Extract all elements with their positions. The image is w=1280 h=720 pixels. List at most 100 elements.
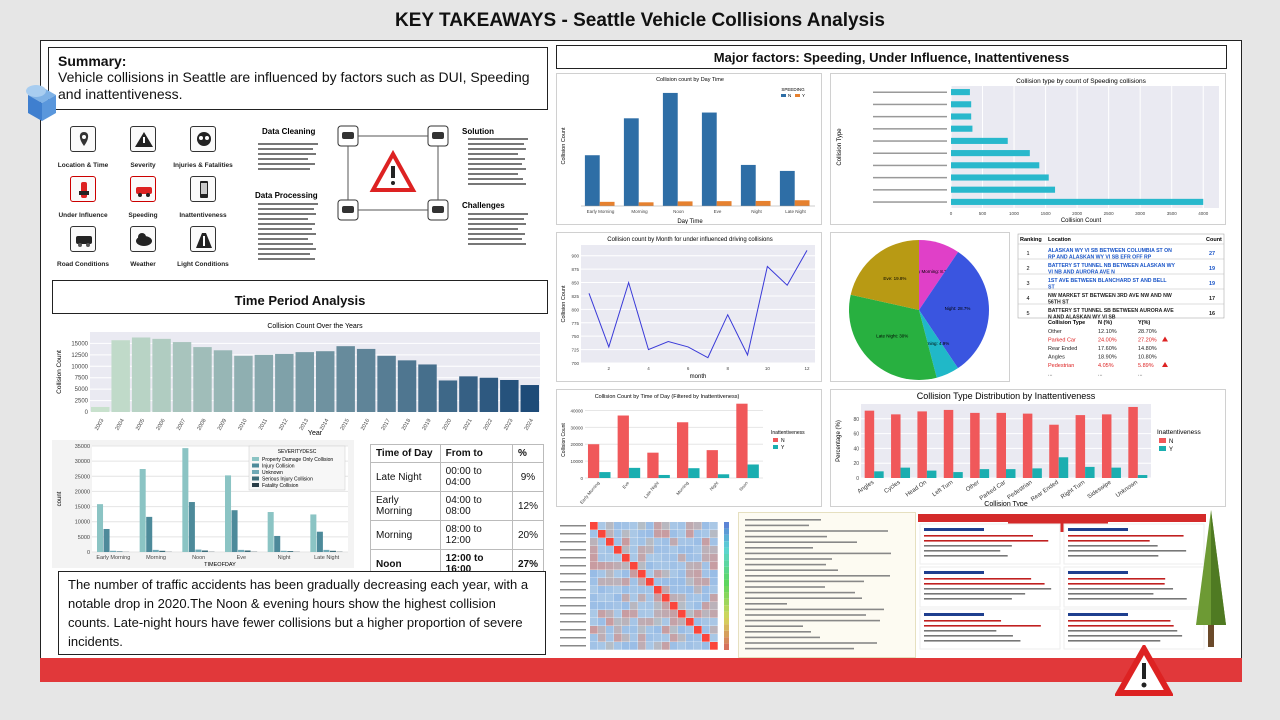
colorbar-cell (724, 605, 729, 612)
y-tick-label: 10000 (75, 520, 90, 526)
bar (131, 337, 151, 412)
heatmap-cell (614, 610, 622, 618)
y-tick-label: 30000 (75, 459, 90, 465)
bar (152, 549, 159, 552)
x-tick-label: Early Morning (96, 555, 130, 561)
x-tick-label: Noon (673, 209, 684, 214)
code-line (745, 586, 825, 588)
heatmap-cell (606, 602, 614, 610)
icon-label-speeding: Speeding (128, 212, 158, 219)
table-cell: 00:00 to 04:00 (439, 462, 513, 492)
heatmap-cell (606, 594, 614, 602)
n-cell: ... (1098, 372, 1103, 378)
y-tick-label: 800 (571, 307, 579, 312)
bar (225, 475, 232, 552)
colorbar-cell (724, 560, 729, 567)
code-line (745, 575, 890, 577)
heatmap-cell (598, 538, 606, 546)
table-cell: 9% (511, 462, 545, 492)
month-influence-chart: Collision count by Month for under influ… (561, 237, 815, 380)
y-axis-label: Percentage (%) (836, 420, 842, 462)
factor-icons-panel: Location & Time Severity Injuries & Fata… (48, 118, 248, 273)
x-tick-label: 10 (765, 366, 771, 371)
heatmap-cell (614, 538, 622, 546)
heatmap-cell (622, 602, 630, 610)
code-line (745, 547, 813, 549)
icon-label-weather: Weather (130, 261, 156, 268)
pie-label: Late Night: 30% (876, 334, 908, 339)
odds-header-bar (918, 514, 1206, 522)
conclusion-text: The number of traffic accidents has been… (58, 571, 546, 655)
heatmap-cell (598, 594, 606, 602)
code-line (745, 591, 855, 594)
x-tick-label: 2008 (196, 418, 207, 432)
legend-swatch (773, 438, 778, 442)
heatmap-cell (630, 522, 638, 530)
text-line-placeholder (924, 545, 1012, 547)
colorbar-cell (724, 630, 729, 638)
count-cell: 19 (1209, 281, 1215, 287)
footer-red-bar (40, 658, 1242, 682)
daytime-speeding-chart-card: Collision count by Day Time Early Morning… (556, 73, 822, 225)
heatmap-cell (702, 610, 710, 618)
correlation-heatmap (556, 512, 736, 658)
heatmap-cell (702, 578, 710, 586)
years-chart-card: Collision Count Over the Years 0 2500 5000 7… (52, 318, 548, 438)
heatmap-cell (598, 618, 606, 626)
text-line-placeholder (924, 598, 1012, 600)
heatmap-cell (702, 594, 710, 602)
y-tick-label: 60 (853, 432, 859, 438)
bar (316, 351, 335, 412)
bar (747, 464, 759, 478)
process-cleaning-title: Data Cleaning (262, 127, 315, 136)
y-cell: 28.70% (1138, 329, 1157, 335)
bar (599, 472, 611, 478)
x-tick-label: 2021 (462, 418, 473, 432)
colorbar-cell (724, 534, 729, 542)
summary-text: Vehicle collisions in Seattle are influe… (58, 69, 530, 102)
heatmap-cell (678, 530, 686, 538)
y-tick-label: 10000 (570, 459, 583, 464)
heatmap-cell (694, 538, 702, 546)
heatmap-cell (702, 626, 710, 634)
heatmap-cell (686, 570, 694, 578)
severity-chart: 0 5000 10000 15000 20000 25000 30000 35000 Early… (57, 444, 348, 568)
heatmap-cell (662, 642, 670, 650)
bar (1111, 467, 1121, 478)
location-cell: 1ST AVE BETWEEN BLANCHARD ST AND BELL (1048, 278, 1167, 284)
row-label-placeholder (560, 597, 586, 599)
text-line-placeholder (924, 540, 1049, 542)
heatmap-cell (614, 586, 622, 594)
heatmap-cell (686, 634, 694, 642)
legend-swatch (252, 470, 259, 474)
heatmap-cell (662, 522, 670, 530)
text-line-placeholder (1068, 620, 1171, 622)
bar (201, 550, 208, 552)
x-tick-label: Morning (146, 555, 166, 561)
bar (701, 112, 717, 206)
bar (234, 355, 253, 412)
x-tick-label: 1000 (1009, 211, 1020, 216)
y-tick-label: 20 (853, 461, 859, 467)
rank-cell: 5 (1026, 311, 1029, 317)
table-header-row: Time of Day From to% (370, 444, 545, 463)
heatmap-cell (686, 626, 694, 634)
heatmap-cell (590, 602, 598, 610)
x-tick-label: 2018 (401, 418, 412, 432)
heatmap-cell (710, 634, 718, 642)
heatmap-cell (630, 602, 638, 610)
text-line-placeholder (1068, 630, 1178, 632)
warning-icon (130, 126, 156, 152)
icon-label-location: Location & Time (57, 162, 109, 169)
icon-label-severity: Severity (130, 162, 156, 169)
y-tick-label: 10000 (71, 364, 88, 370)
y-tick-label: 80 (853, 417, 859, 423)
x-tick-label: 2017 (380, 418, 391, 432)
bar (1085, 466, 1095, 478)
bar (599, 201, 615, 206)
bar (996, 412, 1006, 478)
heatmap-cell (606, 610, 614, 618)
n-cell: 12.10% (1098, 329, 1117, 335)
y-tick-label: 750 (571, 334, 579, 339)
legend-title: Inattentiveness (771, 430, 805, 436)
